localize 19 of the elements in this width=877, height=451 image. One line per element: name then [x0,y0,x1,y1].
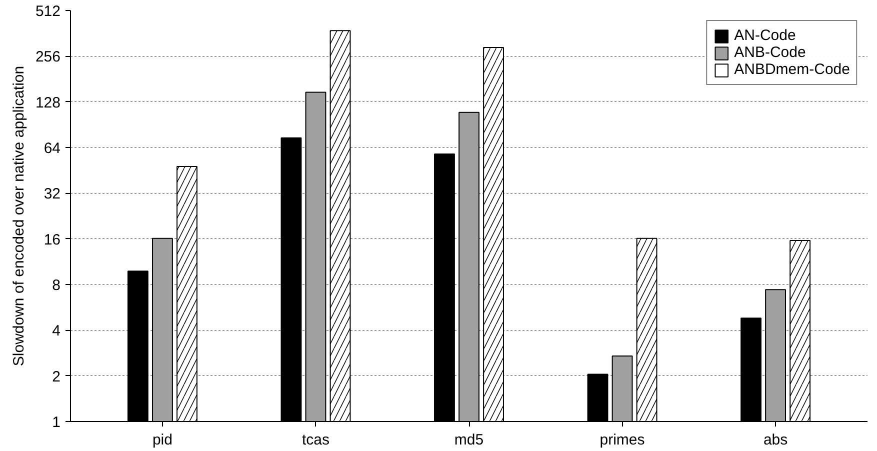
legend-label: AN-Code [734,27,796,44]
x-tick-label: tcas [302,432,330,448]
y-tick-label: 128 [35,94,61,112]
y-tick-label: 512 [35,3,61,20]
x-tick-label: md5 [454,432,484,448]
y-tick-label: 256 [35,48,61,66]
legend-label: ANB-Code [734,44,806,61]
y-axis-title: Slowdown of encoded over native application [10,66,28,366]
x-tick-label: primes [600,432,645,448]
y-tick-label: 2 [52,368,60,386]
legend-label: ANBDmem-Code [734,61,850,78]
y-tick-label: 64 [44,140,61,157]
x-tick-label: pid [152,432,172,448]
y-tick-label: 8 [52,277,60,294]
y-tick-label: 16 [44,231,61,248]
y-tick-label: 1 [52,414,60,431]
y-tick-label: 4 [52,322,60,340]
y-tick-label: 32 [44,186,61,203]
x-tick-label: abs [763,432,788,448]
